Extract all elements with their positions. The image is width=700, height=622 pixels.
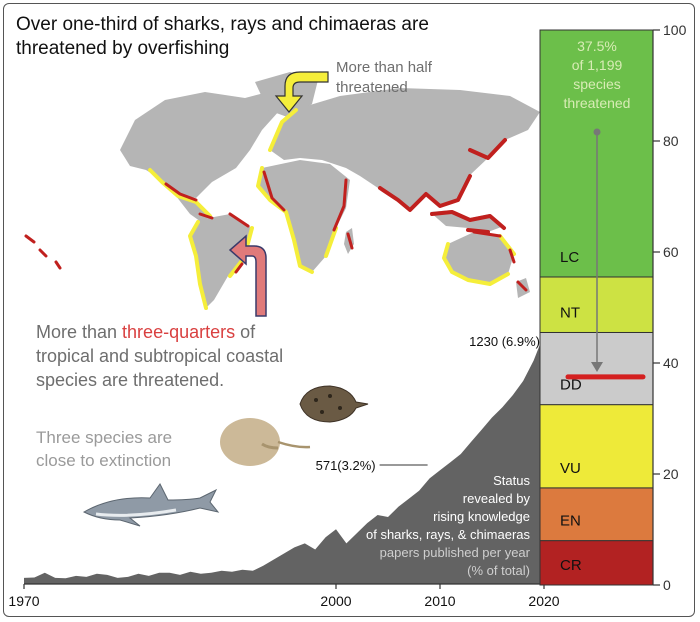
status-label-nt: NT xyxy=(560,304,580,321)
threatened-pointer-arrowhead xyxy=(591,362,603,372)
threatened-pointer-dot xyxy=(593,128,601,136)
y-tick-label-20: 20 xyxy=(663,466,679,482)
papers-area xyxy=(24,334,544,584)
status-label-dd: DD xyxy=(560,377,582,394)
threatened-annotation-line-2: of 1,199 xyxy=(572,57,623,73)
callout-tropical-line-3: species are threatened. xyxy=(36,370,224,390)
callout-tropical-before: More than xyxy=(36,322,122,342)
status-label-cr: CR xyxy=(560,557,582,574)
callout-tropical-after: of xyxy=(235,322,256,342)
continent-australia xyxy=(444,232,514,284)
y-tick-label-0: 0 xyxy=(663,577,671,593)
callout-extinction-line-2: close to extinction xyxy=(36,451,171,470)
callout-tropical-highlight: three-quarters xyxy=(122,322,235,342)
shark-illustration xyxy=(82,483,220,527)
inset-line-1: Status xyxy=(493,473,530,488)
status-label-lc: LC xyxy=(560,249,579,266)
coast-red-pacific xyxy=(24,234,528,292)
coast-yellow-europe-africa xyxy=(256,108,338,274)
inset-line-3: rising knowledge xyxy=(433,509,530,524)
arrow-north-callout xyxy=(274,71,329,113)
x-tick-label-2010: 2010 xyxy=(424,593,455,609)
x-tick-label-2020: 2020 xyxy=(528,593,559,609)
status-label-vu: VU xyxy=(560,460,581,477)
callout-north-line-1: More than half xyxy=(336,59,433,76)
callout-tropical-line-1: More than three-quarters of xyxy=(36,322,256,342)
callout-tropical-line-2: tropical and subtropical coastal xyxy=(36,346,283,366)
coast-red-australia xyxy=(472,230,516,264)
headline-line-2: threatened by overfishing xyxy=(16,38,229,59)
y-tick-label-40: 40 xyxy=(663,355,679,371)
figure-frame xyxy=(3,3,695,617)
status-segment-cr xyxy=(539,540,654,586)
area-annotation-1: 571(3.2%) xyxy=(316,458,376,473)
stingray-illustration xyxy=(220,418,311,466)
callout-extinction-line-1: Three species are xyxy=(36,428,172,447)
headline-line-1: Over one-third of sharks, rays and chima… xyxy=(16,14,429,35)
continent-north-america xyxy=(120,92,280,198)
callout-north-line-2: threatened xyxy=(336,79,408,96)
continent-eurasia xyxy=(270,88,540,210)
threatened-annotation-line-1: 37.5% xyxy=(577,38,617,54)
inset-line-6: (% of total) xyxy=(467,563,530,578)
threatened-annotation-line-3: species xyxy=(573,76,620,92)
coast-red-americas xyxy=(164,182,250,274)
continent-south-america xyxy=(190,214,252,308)
guitarfish-illustration xyxy=(299,385,369,423)
world-map xyxy=(24,71,540,317)
y-tick-label-100: 100 xyxy=(663,22,687,38)
y-tick-label-60: 60 xyxy=(663,244,679,260)
arrow-tropical-callout xyxy=(228,234,267,317)
inset-line-5: papers published per year xyxy=(380,545,531,560)
x-tick-label-2000: 2000 xyxy=(320,593,351,609)
status-segment-vu xyxy=(539,404,654,489)
inset-line-2: revealed by xyxy=(463,491,531,506)
continent-central-america xyxy=(176,196,210,224)
papers-area-chart: 1970 2000 2010 2020 1230 (6.9%) 571(3.2%) St… xyxy=(8,334,560,609)
coast-red-asia xyxy=(378,138,507,234)
threatened-annotation-line-4: threatened xyxy=(564,95,631,111)
inset-line-4: of sharks, rays, & chimaeras xyxy=(366,527,530,542)
area-annotation-0: 1230 (6.9%) xyxy=(469,334,540,349)
status-stacked-bar: CR EN VU DD NT LC 37.5% of 1,199 species thre… xyxy=(539,22,687,593)
status-segment-en xyxy=(539,487,654,542)
status-label-en: EN xyxy=(560,513,581,530)
coast-red-africa xyxy=(262,170,354,250)
y-tick-label-80: 80 xyxy=(663,133,679,149)
continent-africa xyxy=(258,160,350,272)
species-illustrations xyxy=(82,385,369,527)
x-tick-label-1970: 1970 xyxy=(8,593,39,609)
